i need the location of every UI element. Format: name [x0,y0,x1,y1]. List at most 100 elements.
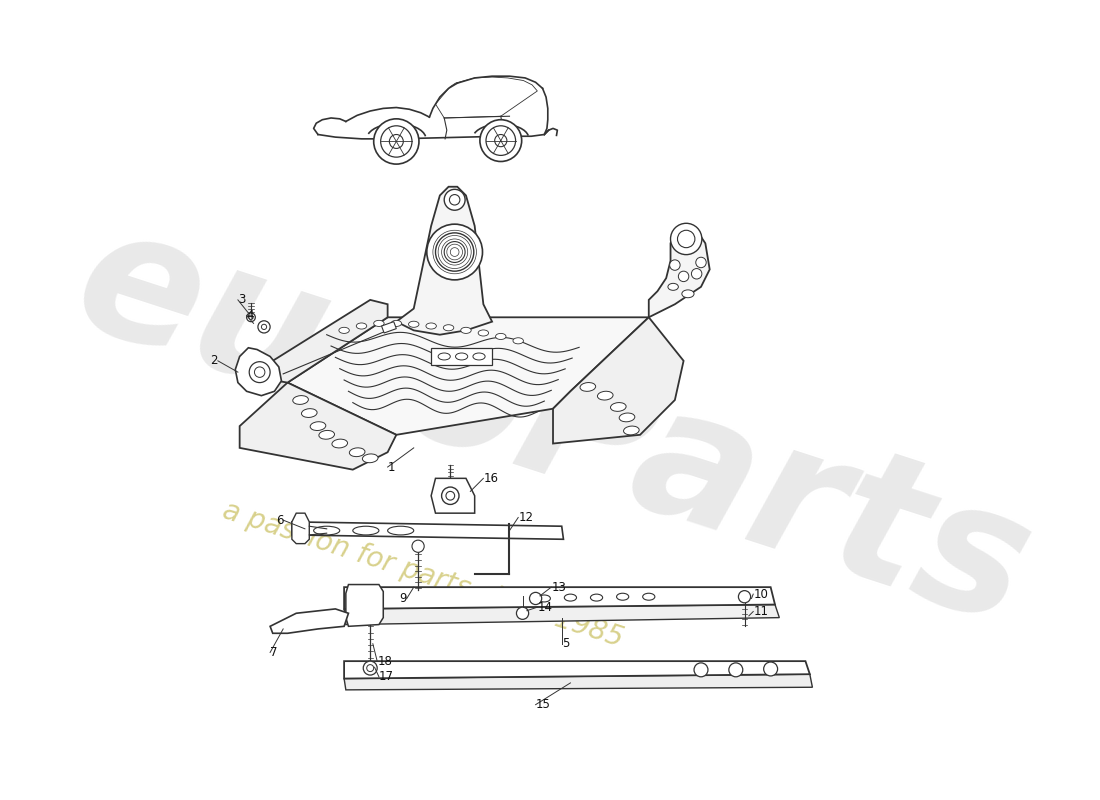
Ellipse shape [332,439,348,448]
Circle shape [696,258,706,268]
Circle shape [257,321,271,333]
Circle shape [374,119,419,164]
Text: 7: 7 [271,646,277,659]
Polygon shape [431,348,492,365]
Circle shape [363,661,377,675]
Text: 12: 12 [518,511,534,524]
Text: 14: 14 [537,601,552,614]
Polygon shape [344,587,776,609]
Circle shape [246,313,255,322]
Polygon shape [292,522,563,539]
Circle shape [738,590,750,603]
Text: 15: 15 [536,698,550,711]
Ellipse shape [597,391,613,400]
Circle shape [450,194,460,205]
Text: 2: 2 [210,354,218,367]
Circle shape [679,271,689,282]
Ellipse shape [455,353,468,360]
Circle shape [517,607,529,619]
Circle shape [692,269,702,279]
Polygon shape [382,322,396,333]
Ellipse shape [339,327,350,334]
Ellipse shape [310,422,326,430]
Ellipse shape [426,323,437,329]
Circle shape [250,362,271,382]
Circle shape [670,260,680,270]
Polygon shape [553,318,683,443]
Ellipse shape [580,382,595,391]
Ellipse shape [624,426,639,435]
Ellipse shape [610,402,626,411]
Ellipse shape [301,409,317,418]
Ellipse shape [374,320,384,326]
Text: 13: 13 [551,581,566,594]
Ellipse shape [387,526,414,535]
Text: 6: 6 [276,514,283,526]
Text: 11: 11 [754,605,768,618]
Ellipse shape [617,594,629,600]
Ellipse shape [356,323,366,329]
Circle shape [427,224,483,280]
Circle shape [480,120,521,162]
Ellipse shape [668,283,679,290]
Text: 18: 18 [377,654,392,668]
Polygon shape [240,382,396,470]
Ellipse shape [564,594,576,601]
Circle shape [671,223,702,254]
Ellipse shape [392,320,402,326]
Circle shape [444,242,465,262]
Polygon shape [649,226,710,318]
Polygon shape [436,77,537,118]
Circle shape [254,367,265,378]
Polygon shape [287,318,649,435]
Polygon shape [271,609,349,634]
Ellipse shape [353,526,378,535]
Ellipse shape [619,413,635,422]
Ellipse shape [443,325,454,330]
Text: 17: 17 [378,670,394,683]
Ellipse shape [513,338,524,344]
Polygon shape [262,300,387,382]
Circle shape [249,315,253,319]
Circle shape [763,662,778,676]
Circle shape [729,663,743,677]
Ellipse shape [591,594,603,601]
Ellipse shape [350,448,365,457]
Text: 3: 3 [238,294,245,306]
Text: euroParts: euroParts [55,190,1050,662]
Circle shape [412,540,425,552]
Circle shape [529,592,541,605]
Polygon shape [235,348,282,396]
Ellipse shape [538,595,550,602]
Ellipse shape [438,353,450,360]
Circle shape [694,663,708,677]
Text: 1: 1 [387,461,395,474]
Ellipse shape [682,290,694,298]
Ellipse shape [642,594,654,600]
Polygon shape [344,605,779,625]
Circle shape [366,665,374,671]
Circle shape [678,230,695,248]
Circle shape [444,190,465,210]
Text: 5: 5 [562,638,569,650]
Polygon shape [344,674,813,690]
Text: 10: 10 [754,588,768,601]
Text: 4: 4 [246,309,254,322]
Ellipse shape [496,334,506,339]
Circle shape [441,487,459,505]
Polygon shape [344,661,810,678]
Ellipse shape [478,330,488,336]
Text: 16: 16 [483,472,498,485]
Ellipse shape [319,430,334,439]
Polygon shape [345,585,383,626]
Polygon shape [431,478,475,513]
Polygon shape [292,513,309,544]
Circle shape [436,233,474,271]
Polygon shape [396,186,492,334]
Ellipse shape [461,327,471,334]
Ellipse shape [408,322,419,327]
Text: a passion for parts since 1985: a passion for parts since 1985 [219,496,626,652]
Circle shape [446,491,454,500]
Ellipse shape [314,526,340,535]
Ellipse shape [473,353,485,360]
